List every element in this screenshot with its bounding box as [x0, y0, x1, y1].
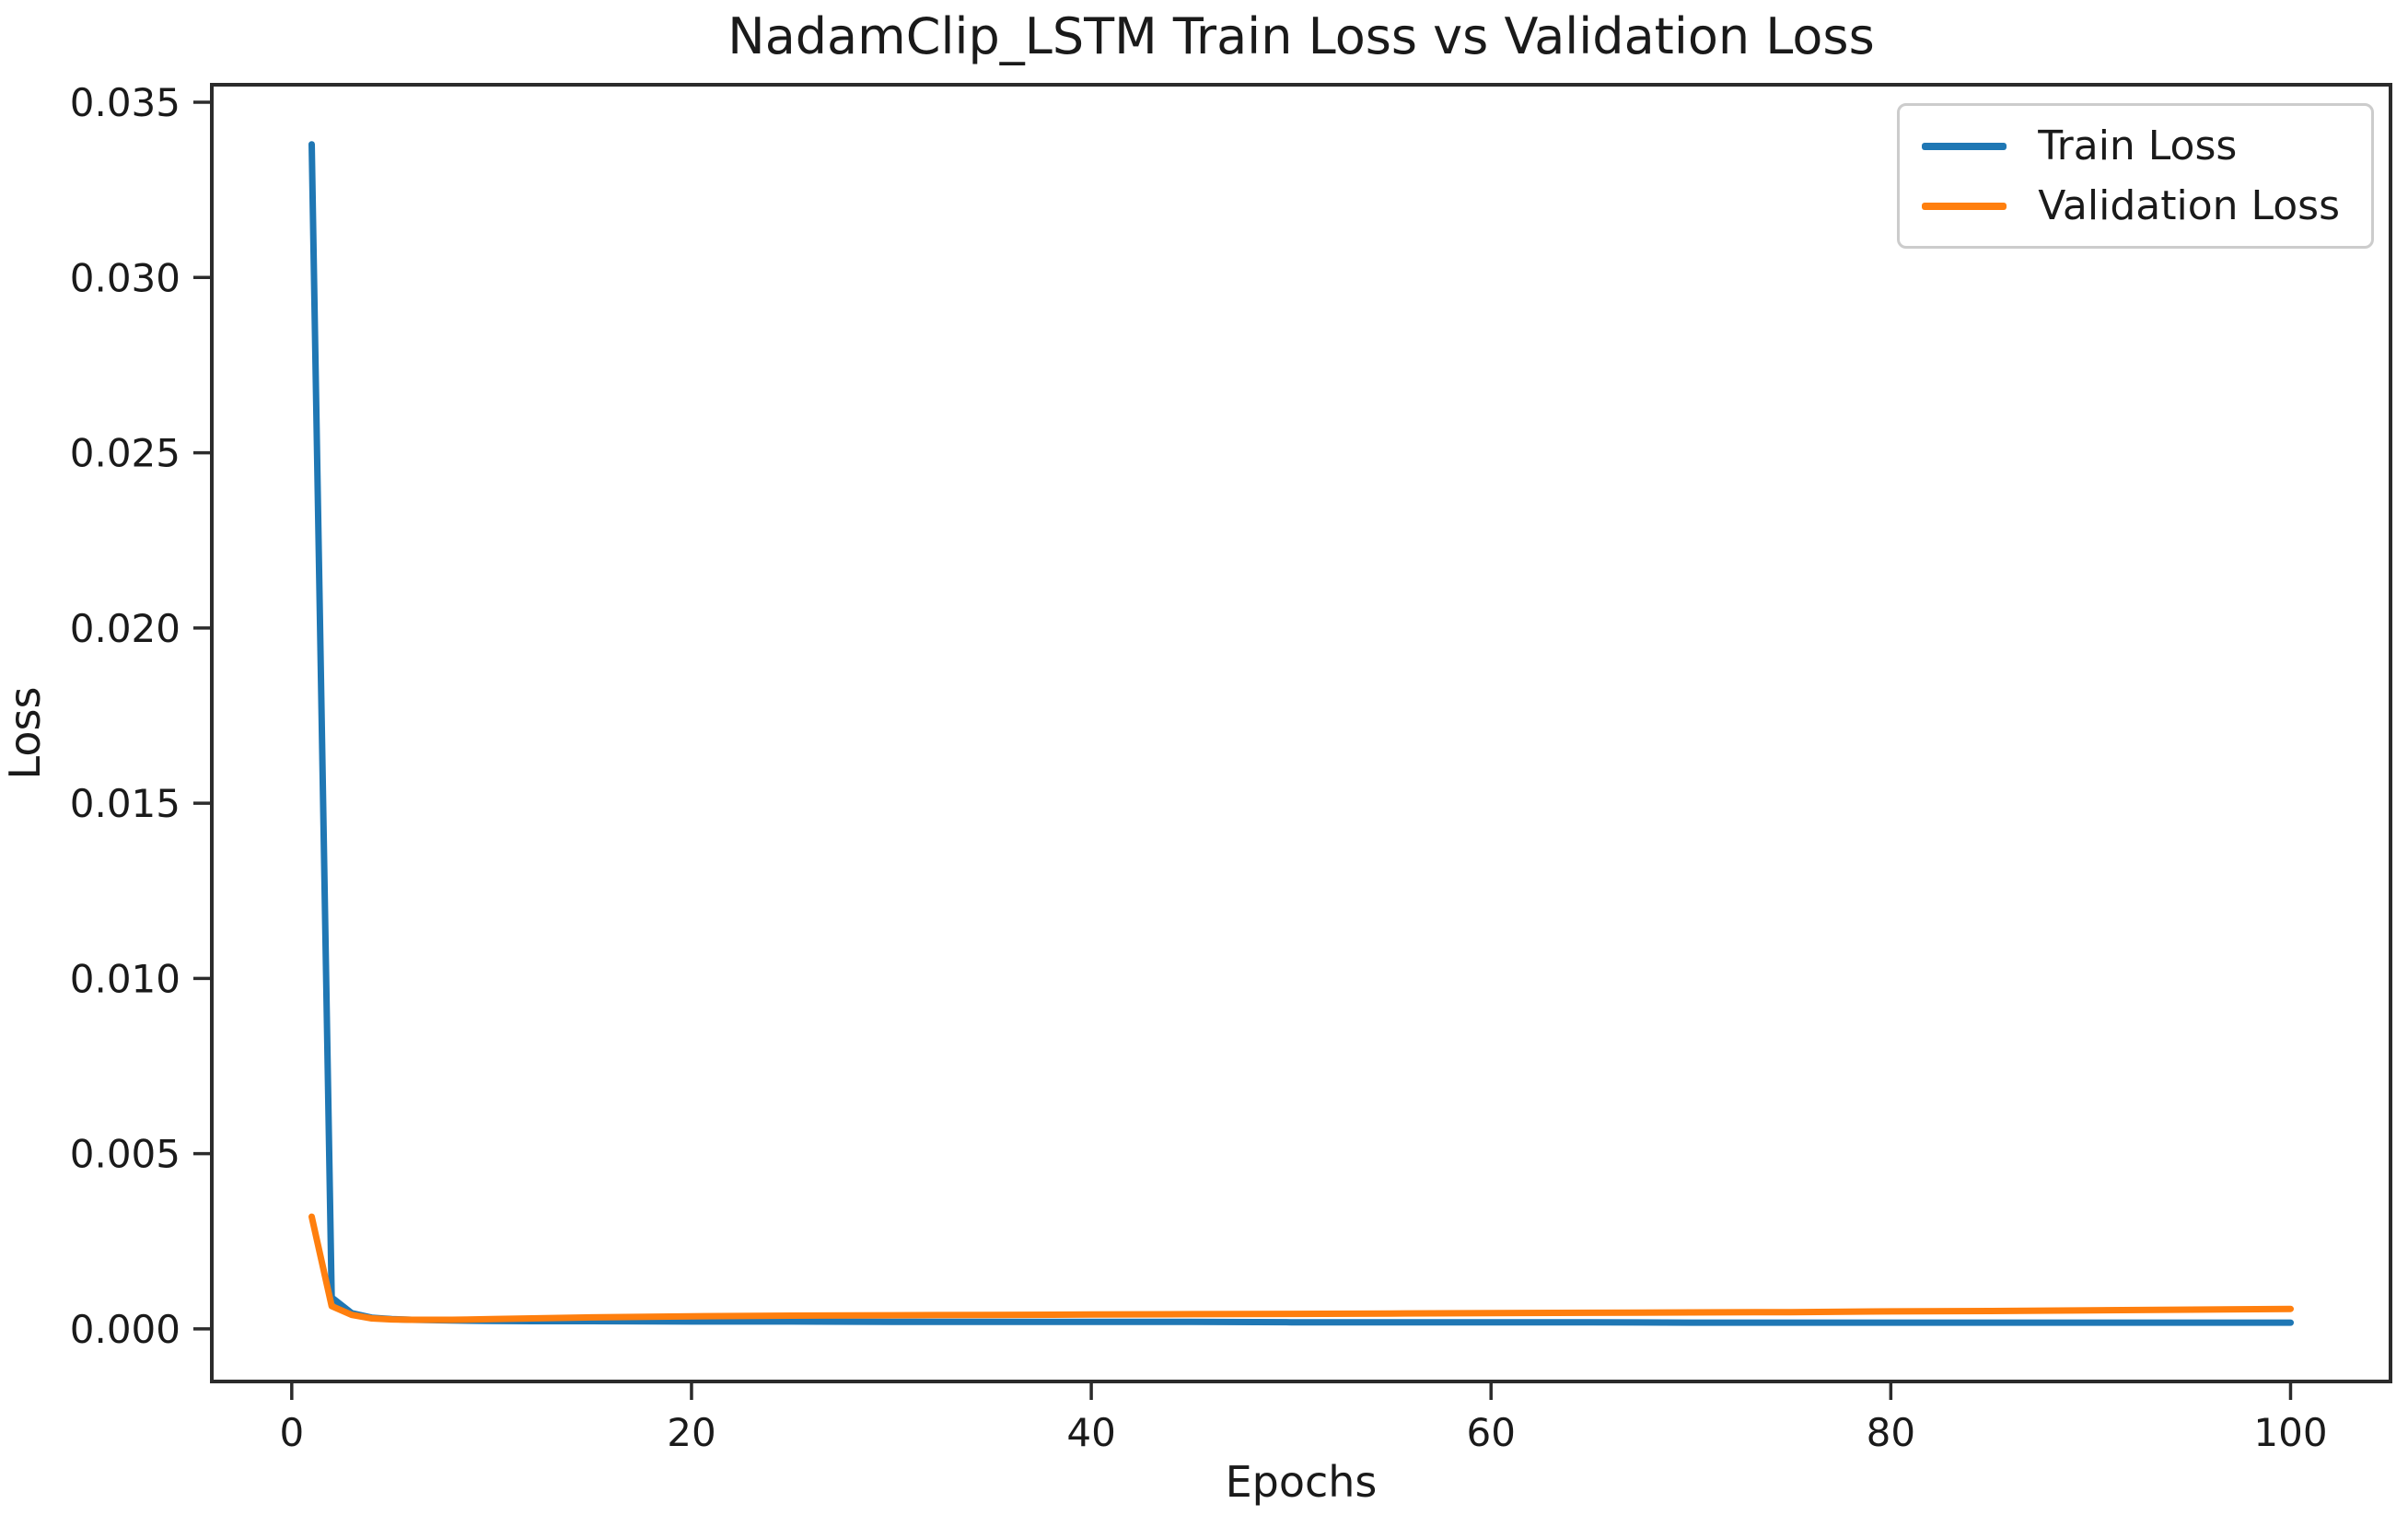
legend-label-validation-loss: Validation Loss	[2038, 182, 2340, 229]
legend-item-train-loss: Train Loss	[1922, 122, 2340, 169]
legend: Train Loss Validation Loss	[1897, 103, 2374, 249]
y-tick-label: 0.015	[70, 781, 180, 826]
y-tick-label: 0.005	[70, 1132, 180, 1177]
plot-spines	[210, 83, 2392, 1383]
x-tick-label: 80	[1867, 1410, 1915, 1455]
y-tick-label: 0.025	[70, 431, 180, 476]
x-tick-label: 100	[2253, 1410, 2327, 1455]
legend-item-validation-loss: Validation Loss	[1922, 182, 2340, 229]
y-tick-label: 0.020	[70, 606, 180, 651]
validation-loss-line-swatch	[1922, 202, 2007, 210]
y-tick-label: 0.010	[70, 956, 180, 1001]
y-tick-label: 0.035	[70, 80, 180, 125]
chart-title: NadamClip_LSTM Train Loss vs Validation …	[727, 7, 1875, 65]
validation-loss-line	[308, 1213, 2294, 1323]
train-loss-line	[308, 141, 2294, 1326]
y-tick-label: 0.000	[70, 1307, 180, 1352]
train-loss-line-swatch	[1922, 142, 2007, 150]
x-axis-label: Epochs	[1225, 1457, 1378, 1507]
x-tick-label: 40	[1066, 1410, 1115, 1455]
legend-label-train-loss: Train Loss	[2038, 122, 2238, 169]
x-tick-label: 20	[667, 1410, 715, 1455]
x-tick-label: 0	[279, 1410, 304, 1455]
x-tick-label: 60	[1466, 1410, 1515, 1455]
y-tick-label: 0.030	[70, 255, 180, 300]
